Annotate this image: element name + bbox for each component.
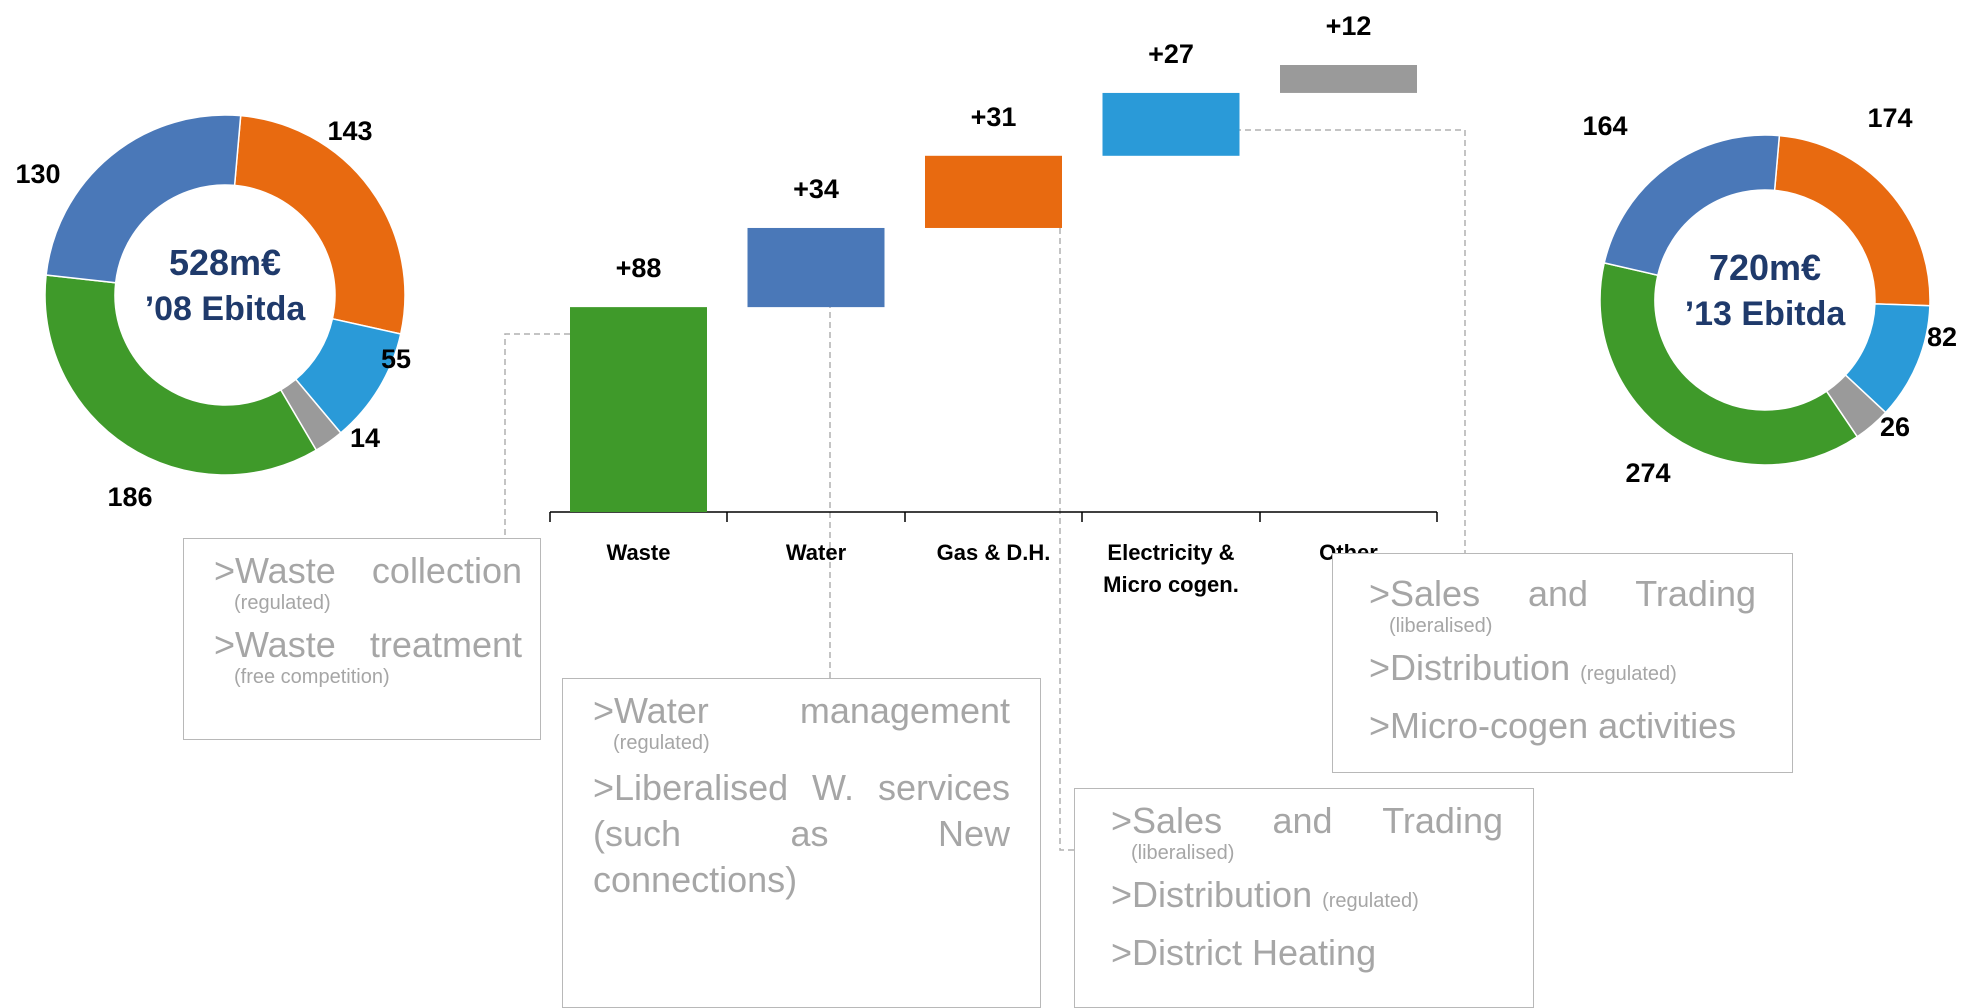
waste-activities-box: >Waste collection (regulated) >Waste tre… bbox=[183, 538, 541, 740]
waterfall-value-label: +31 bbox=[971, 102, 1017, 132]
donut-2013-slice-waste bbox=[1599, 261, 1859, 466]
donut-2013-slice-water bbox=[1603, 134, 1781, 277]
donut-2013: 174 82 26 274 164 bbox=[1582, 103, 1957, 488]
donut-2008-center-value: 528m€ bbox=[169, 242, 281, 283]
donut-2008-center-label: ’08 Ebitda bbox=[145, 290, 307, 328]
donut-2013-slice-label: 164 bbox=[1582, 111, 1627, 141]
donut-2013-center-value: 720m€ bbox=[1709, 247, 1821, 288]
electricity-sub-2: (regulated) bbox=[1580, 663, 1677, 685]
donut-2008-slice-water bbox=[45, 114, 242, 284]
donut-2013-slice-label: 174 bbox=[1867, 103, 1912, 133]
electricity-line-3: >Micro-cogen activities bbox=[1369, 705, 1737, 746]
donut-2008-slice-label: 14 bbox=[350, 423, 380, 453]
gas-activities-box: >Sales and Trading (liberalised) >Distri… bbox=[1074, 788, 1534, 1008]
waterfall-value-label: +34 bbox=[793, 174, 839, 204]
donut-2008-slice-label: 130 bbox=[15, 159, 60, 189]
gas-line-3: >District Heating bbox=[1111, 932, 1377, 973]
donut-2008-slice-gas-d-h bbox=[233, 114, 406, 335]
electricity-line-2: >Distribution bbox=[1369, 647, 1571, 688]
donut-2008: 143 55 14 186 130 bbox=[15, 114, 411, 512]
waterfall-category-label: Micro cogen. bbox=[1103, 572, 1239, 597]
gas-line-1: >Sales and Trading bbox=[1111, 800, 1503, 841]
waste-sub-1: (regulated) bbox=[234, 592, 331, 614]
gas-line-2: >Distribution bbox=[1111, 874, 1313, 915]
donut-2013-center-label: ’13 Ebitda bbox=[1685, 295, 1847, 333]
water-activities-box: >Water management (regulated) >Liberalis… bbox=[562, 678, 1041, 1008]
electricity-sub-1: (liberalised) bbox=[1389, 615, 1493, 637]
waterfall-value-label: +88 bbox=[616, 253, 662, 283]
connector-line bbox=[1059, 218, 1074, 851]
waterfall-category-label: Electricity & bbox=[1107, 540, 1234, 565]
waste-line-1: >Waste collection bbox=[214, 550, 522, 591]
waterfall-bar-waste bbox=[570, 307, 707, 512]
donut-2008-slice-waste bbox=[44, 274, 318, 476]
water-sub-1: (regulated) bbox=[613, 732, 710, 754]
donut-2008-slice-label: 55 bbox=[381, 344, 411, 374]
electricity-line-1: >Sales and Trading bbox=[1369, 573, 1756, 614]
electricity-line-2-row: >Distribution (regulated) bbox=[1369, 648, 1756, 694]
waterfall-value-label: +12 bbox=[1326, 11, 1372, 41]
gas-sub-2: (regulated) bbox=[1322, 890, 1419, 912]
donut-2013-slice-label: 274 bbox=[1625, 458, 1670, 488]
waterfall-bar-water bbox=[747, 227, 885, 308]
waterfall-bar-electricity-micro-cogen bbox=[1102, 92, 1240, 156]
donut-2008-slice-label: 143 bbox=[327, 116, 372, 146]
connector-line bbox=[1235, 129, 1466, 553]
donut-2008-slice-label: 186 bbox=[107, 482, 152, 512]
waste-line-2: >Waste treatment bbox=[214, 624, 522, 665]
donut-2013-slice-label: 82 bbox=[1927, 322, 1957, 352]
water-line-2: >Liberalised W. services (such as New co… bbox=[593, 767, 1010, 900]
waterfall-bar-other bbox=[1280, 65, 1417, 93]
gas-line-2-row: >Distribution (regulated) bbox=[1111, 875, 1503, 921]
connector-line bbox=[504, 333, 570, 538]
waterfall-value-label: +27 bbox=[1148, 39, 1194, 69]
waste-sub-2: (free competition) bbox=[234, 666, 390, 688]
waterfall-category-label: Gas & D.H. bbox=[937, 540, 1051, 565]
waterfall-category-label: Waste bbox=[607, 540, 671, 565]
waterfall-bar-gas-d-h bbox=[925, 155, 1062, 228]
water-line-1: >Water management bbox=[593, 690, 1010, 731]
connector-lines bbox=[504, 129, 1466, 851]
electricity-activities-box: >Sales and Trading (liberalised) >Distri… bbox=[1332, 553, 1793, 773]
waterfall-chart: +88 Waste +34 Water +31 Gas & D.H. +27 Electric… bbox=[549, 11, 1438, 597]
gas-sub-1: (liberalised) bbox=[1131, 842, 1235, 864]
donut-2013-slice-label: 26 bbox=[1880, 412, 1910, 442]
waterfall-category-label: Water bbox=[786, 540, 847, 565]
